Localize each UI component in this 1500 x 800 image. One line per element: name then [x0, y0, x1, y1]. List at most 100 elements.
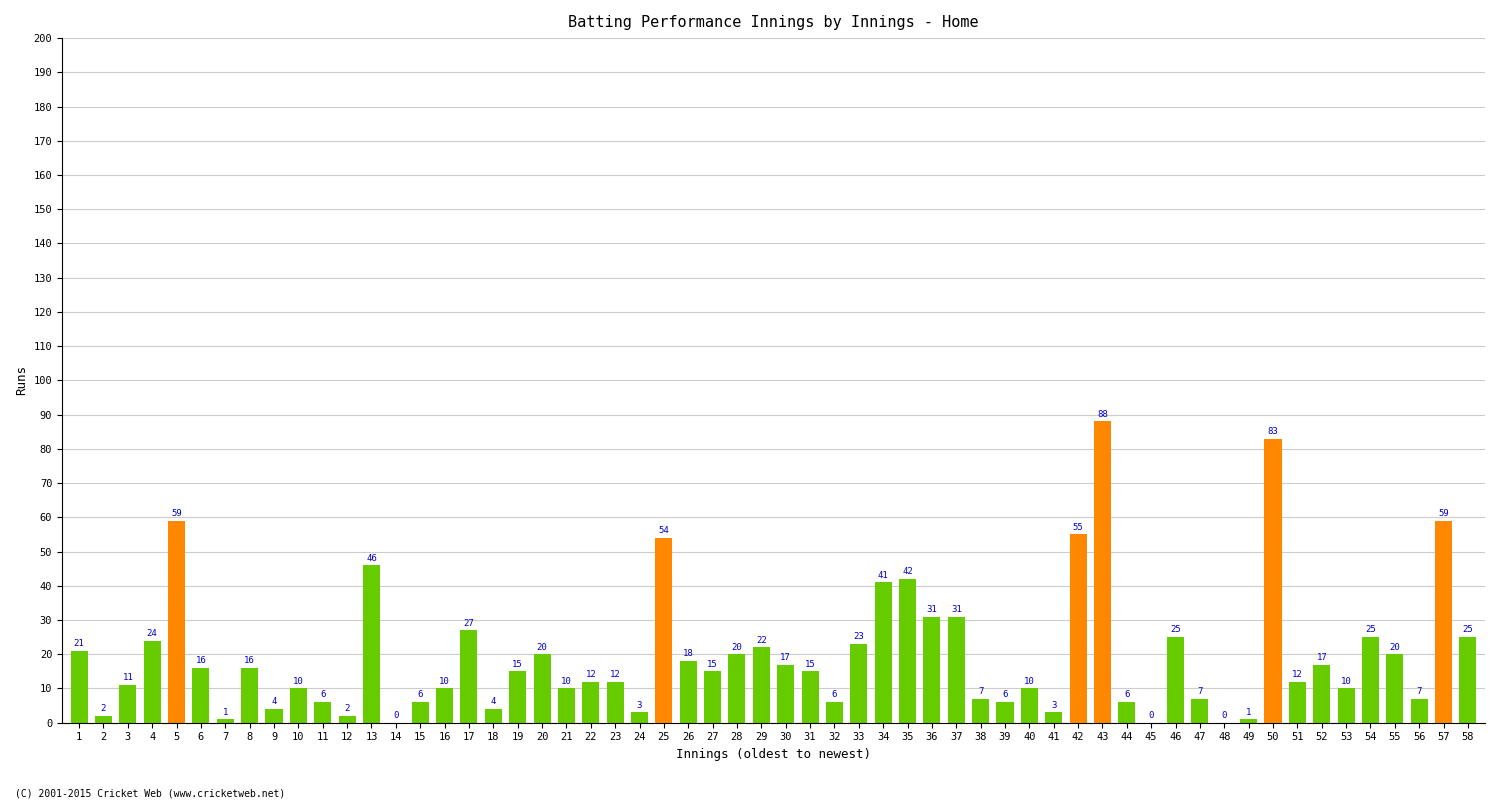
Bar — [777, 665, 794, 722]
Bar — [1191, 698, 1209, 722]
Bar — [1338, 689, 1354, 722]
Title: Batting Performance Innings by Innings - Home: Batting Performance Innings by Innings -… — [568, 15, 980, 30]
Text: 55: 55 — [1072, 522, 1083, 532]
Bar — [144, 641, 160, 722]
Bar — [168, 521, 184, 722]
Text: 24: 24 — [147, 629, 158, 638]
Bar — [874, 582, 891, 722]
Text: 3: 3 — [1052, 701, 1056, 710]
Text: 46: 46 — [366, 554, 376, 562]
Bar — [217, 719, 234, 722]
Text: 7: 7 — [1416, 687, 1422, 696]
Text: 15: 15 — [706, 660, 718, 669]
Bar — [94, 716, 112, 722]
Bar — [411, 702, 429, 722]
Text: 54: 54 — [658, 526, 669, 535]
Text: 22: 22 — [756, 636, 766, 645]
Text: 6: 6 — [320, 690, 326, 699]
Bar — [1070, 534, 1086, 722]
Text: 20: 20 — [537, 642, 548, 651]
Bar — [1046, 713, 1062, 722]
Text: 10: 10 — [1341, 677, 1352, 686]
Text: 12: 12 — [1292, 670, 1304, 679]
Bar — [753, 647, 770, 722]
Bar — [972, 698, 988, 722]
Bar — [924, 617, 940, 722]
Text: 10: 10 — [292, 677, 304, 686]
Text: 59: 59 — [171, 509, 182, 518]
Bar — [70, 651, 87, 722]
Text: 23: 23 — [853, 632, 864, 642]
Bar — [1022, 689, 1038, 722]
Bar — [534, 654, 550, 722]
Text: 20: 20 — [1389, 642, 1400, 651]
Bar — [801, 671, 819, 722]
Text: (C) 2001-2015 Cricket Web (www.cricketweb.net): (C) 2001-2015 Cricket Web (www.cricketwe… — [15, 788, 285, 798]
Bar — [460, 630, 477, 722]
Bar — [898, 579, 916, 722]
Text: 25: 25 — [1170, 626, 1180, 634]
Bar — [339, 716, 356, 722]
Text: 6: 6 — [1124, 690, 1130, 699]
Text: 31: 31 — [951, 605, 962, 614]
Bar — [996, 702, 1014, 722]
Bar — [948, 617, 964, 722]
Text: 12: 12 — [610, 670, 621, 679]
Text: 12: 12 — [585, 670, 596, 679]
Bar — [656, 538, 672, 722]
Bar — [632, 713, 648, 722]
Text: 16: 16 — [195, 656, 207, 666]
Bar — [363, 566, 380, 722]
Bar — [680, 661, 698, 722]
Bar — [606, 682, 624, 722]
Bar — [1264, 438, 1281, 722]
X-axis label: Innings (oldest to newest): Innings (oldest to newest) — [676, 748, 871, 761]
Text: 15: 15 — [804, 660, 816, 669]
Bar — [1410, 698, 1428, 722]
Bar — [1386, 654, 1404, 722]
Text: 31: 31 — [927, 605, 938, 614]
Text: 1: 1 — [222, 707, 228, 717]
Text: 2: 2 — [100, 704, 106, 713]
Text: 17: 17 — [780, 653, 790, 662]
Text: 59: 59 — [1438, 509, 1449, 518]
Text: 3: 3 — [638, 701, 642, 710]
Text: 10: 10 — [561, 677, 572, 686]
Bar — [509, 671, 526, 722]
Bar — [850, 644, 867, 722]
Bar — [436, 689, 453, 722]
Text: 1: 1 — [1246, 707, 1251, 717]
Bar — [192, 668, 210, 722]
Bar — [242, 668, 258, 722]
Bar — [314, 702, 332, 722]
Bar — [1312, 665, 1330, 722]
Text: 7: 7 — [1197, 687, 1203, 696]
Text: 0: 0 — [1149, 711, 1154, 720]
Text: 25: 25 — [1462, 626, 1473, 634]
Text: 6: 6 — [1002, 690, 1008, 699]
Bar — [1288, 682, 1306, 722]
Text: 6: 6 — [831, 690, 837, 699]
Bar — [1167, 637, 1184, 722]
Text: 41: 41 — [878, 570, 888, 580]
Text: 88: 88 — [1096, 410, 1108, 418]
Text: 4: 4 — [490, 698, 496, 706]
Bar — [729, 654, 746, 722]
Text: 42: 42 — [902, 567, 914, 576]
Text: 15: 15 — [513, 660, 523, 669]
Text: 83: 83 — [1268, 427, 1278, 436]
Bar — [1240, 719, 1257, 722]
Text: 10: 10 — [440, 677, 450, 686]
Text: 6: 6 — [417, 690, 423, 699]
Text: 25: 25 — [1365, 626, 1376, 634]
Bar — [120, 685, 136, 722]
Bar — [1460, 637, 1476, 722]
Bar — [1094, 422, 1112, 722]
Text: 18: 18 — [682, 650, 693, 658]
Bar — [1119, 702, 1136, 722]
Text: 2: 2 — [345, 704, 350, 713]
Bar — [704, 671, 722, 722]
Text: 4: 4 — [272, 698, 276, 706]
Bar — [582, 682, 600, 722]
Text: 0: 0 — [393, 711, 399, 720]
